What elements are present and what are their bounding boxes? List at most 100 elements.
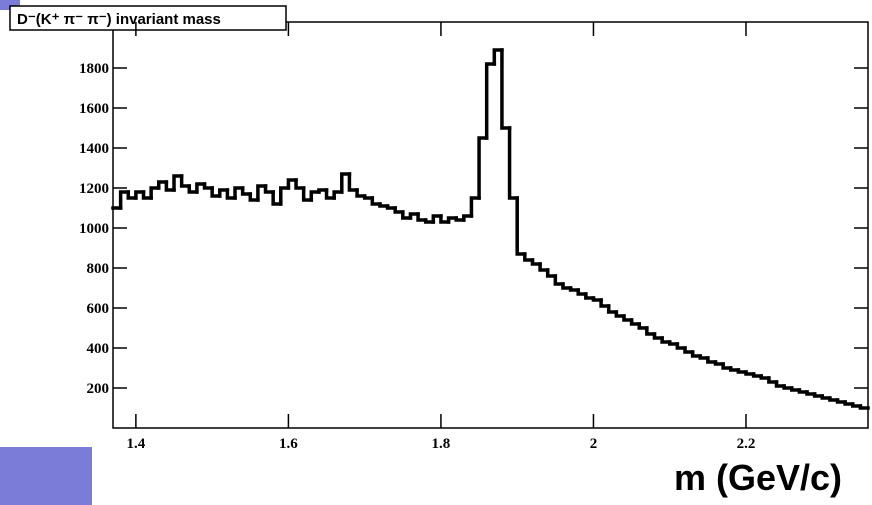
histogram-bin bbox=[134, 190, 146, 200]
histogram-bin bbox=[530, 258, 542, 266]
histogram-bin bbox=[759, 374, 771, 380]
histogram-bin bbox=[728, 366, 741, 372]
histogram-bin bbox=[500, 48, 512, 130]
histogram-bin bbox=[164, 180, 176, 192]
histogram-bin bbox=[248, 192, 260, 202]
histogram-bin bbox=[141, 190, 153, 200]
histogram-bin bbox=[523, 252, 535, 262]
y-tick-label: 1400 bbox=[79, 141, 109, 157]
histogram-bin bbox=[767, 376, 779, 384]
histogram-bin bbox=[652, 332, 664, 340]
histogram-bin bbox=[774, 380, 786, 388]
histogram-bin bbox=[149, 186, 161, 200]
histogram-bin bbox=[667, 340, 680, 346]
y-tick-label: 1600 bbox=[79, 101, 109, 117]
histogram-bin bbox=[408, 212, 420, 220]
x-axis-label: m (GeV/c) bbox=[674, 457, 842, 498]
histogram-bin bbox=[492, 48, 504, 66]
corner-block bbox=[0, 0, 20, 10]
histogram-bin bbox=[850, 402, 863, 408]
histogram-bin bbox=[225, 188, 237, 200]
histogram-bin bbox=[721, 362, 733, 370]
y-tick-label: 800 bbox=[87, 261, 110, 277]
histogram-bin bbox=[118, 190, 131, 210]
histogram-bin bbox=[454, 216, 466, 222]
histogram-bin bbox=[279, 186, 291, 206]
histogram-bin bbox=[423, 218, 436, 224]
histogram-bin bbox=[805, 390, 817, 396]
histogram-bin bbox=[622, 314, 634, 322]
histogram-bin bbox=[256, 184, 268, 202]
corner-block bbox=[0, 447, 92, 505]
histogram-bin bbox=[340, 172, 352, 194]
histogram-bin bbox=[675, 342, 687, 350]
histogram-bin bbox=[324, 188, 336, 200]
histogram-bin bbox=[309, 190, 321, 202]
histogram-bin bbox=[271, 190, 283, 206]
histogram-bin bbox=[263, 184, 275, 194]
histogram-bin bbox=[606, 304, 619, 314]
histogram-bin bbox=[683, 346, 695, 354]
histogram-bin bbox=[797, 388, 809, 394]
histogram-bin bbox=[507, 126, 519, 200]
histogram-bin bbox=[828, 396, 840, 402]
x-tick-label: 1.8 bbox=[432, 436, 451, 452]
histogram-bin bbox=[789, 386, 802, 392]
histogram-bin bbox=[202, 182, 214, 190]
histogram-bin bbox=[584, 292, 596, 300]
histogram-bin bbox=[660, 336, 672, 344]
histogram-bin bbox=[576, 288, 588, 296]
histogram-bin bbox=[233, 186, 245, 200]
histogram-bin bbox=[286, 178, 298, 190]
y-tick-label: 400 bbox=[87, 341, 110, 357]
histogram-bin bbox=[355, 188, 367, 198]
histogram-bin bbox=[393, 206, 405, 214]
histogram-bin bbox=[843, 400, 855, 406]
histogram-bin bbox=[820, 394, 832, 400]
x-tick-label: 1.4 bbox=[127, 436, 146, 452]
histogram-bin bbox=[401, 210, 413, 220]
histogram-bin bbox=[477, 136, 489, 200]
histogram-bin bbox=[179, 174, 192, 188]
histogram-bin bbox=[195, 182, 207, 194]
histogram-bin bbox=[561, 282, 573, 290]
histogram-bin bbox=[545, 268, 558, 278]
plot-frame bbox=[112, 21, 869, 429]
histogram-bin bbox=[637, 322, 649, 330]
histogram-bin bbox=[690, 350, 702, 358]
histogram-bin bbox=[370, 196, 382, 206]
histogram-bin bbox=[629, 318, 641, 326]
histogram-bin bbox=[515, 196, 527, 256]
histogram-bin bbox=[484, 62, 497, 140]
histogram-bin bbox=[317, 188, 329, 194]
histogram-bin bbox=[362, 194, 375, 200]
histogram-bin bbox=[347, 172, 359, 192]
histogram-bin bbox=[385, 204, 397, 210]
histogram-bin bbox=[172, 174, 184, 192]
histogram-bin bbox=[218, 188, 230, 198]
histogram-bin bbox=[469, 196, 481, 218]
histogram-bin bbox=[713, 360, 725, 366]
histogram-bin bbox=[446, 216, 458, 224]
histogram-bin bbox=[698, 354, 710, 360]
histogram-bin bbox=[378, 202, 390, 208]
histogram-bin bbox=[614, 310, 626, 318]
histogram-bin bbox=[599, 298, 611, 308]
histogram-bin bbox=[294, 178, 306, 190]
histogram-bin bbox=[645, 326, 657, 336]
x-tick-label: 2.2 bbox=[737, 436, 756, 452]
chart-title: D⁻(K⁺ π⁻ π⁻) invariant mass bbox=[17, 11, 221, 28]
histogram-bin bbox=[812, 392, 824, 398]
histogram-bin bbox=[858, 404, 870, 410]
y-tick-label: 1200 bbox=[79, 181, 109, 197]
histogram-bin bbox=[553, 274, 565, 286]
histogram-bin bbox=[187, 184, 199, 194]
histogram-bin bbox=[782, 384, 794, 390]
histogram-bin bbox=[126, 190, 138, 200]
histogram-bin bbox=[301, 186, 314, 202]
histogram-bin bbox=[431, 214, 443, 224]
histogram-bin bbox=[416, 212, 428, 222]
y-tick-label: 1000 bbox=[79, 221, 109, 237]
x-tick-label: 2 bbox=[590, 436, 598, 452]
